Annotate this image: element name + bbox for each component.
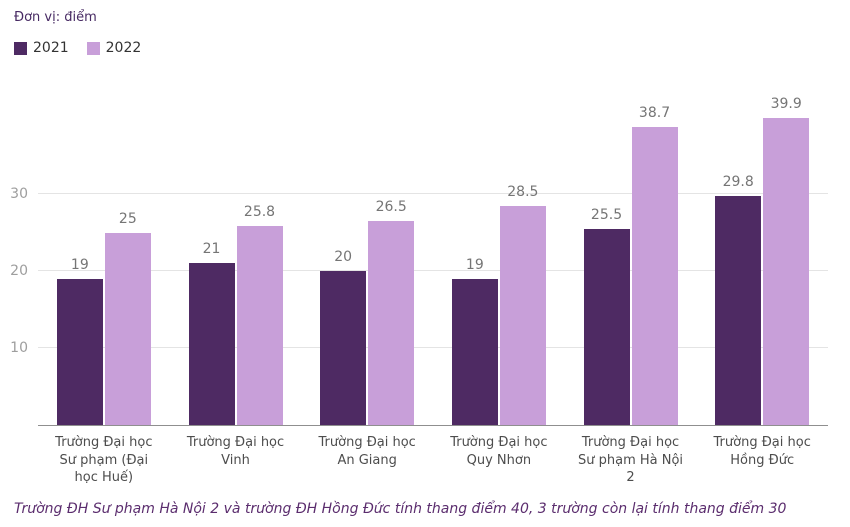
bar-group: 29.8 39.9 bbox=[696, 85, 828, 425]
gridline bbox=[38, 270, 828, 271]
bar-group: 20 26.5 bbox=[301, 85, 433, 425]
gridline bbox=[38, 347, 828, 348]
legend: 2021 2022 bbox=[14, 40, 141, 56]
bar-group: 19 25 bbox=[38, 85, 170, 425]
bar-value-label: 20 bbox=[334, 249, 353, 265]
y-axis-tick: 20 bbox=[10, 263, 28, 279]
unit-label: Đơn vị: điểm bbox=[14, 10, 97, 25]
bar-value-label: 29.8 bbox=[722, 173, 754, 190]
bar-value-label: 19 bbox=[465, 256, 484, 273]
bar-2022: 39.9 bbox=[763, 96, 810, 425]
legend-label: 2022 bbox=[105, 40, 142, 56]
bar-group: 21 25.8 bbox=[170, 85, 302, 425]
legend-item-2022: 2022 bbox=[86, 40, 142, 56]
x-axis-label: Trường Đại học Quy Nhơn bbox=[450, 435, 548, 468]
bar-group: 25.5 38.7 bbox=[565, 85, 697, 425]
plot-area: 10 20 30 19 25 21 25.8 20 26.5 19 28.5 25.5 38.7 29.8… bbox=[10, 85, 828, 426]
y-axis-tick: 10 bbox=[10, 340, 28, 356]
bar-groups: 19 25 21 25.8 20 26.5 19 28.5 25.5 38.7 29.8 39.9 bbox=[38, 85, 828, 425]
bar-value-label: 26.5 bbox=[375, 198, 407, 215]
bar-value-label: 21 bbox=[202, 241, 221, 258]
bar-2022: 26.5 bbox=[368, 199, 415, 425]
bar-value-label: 28.5 bbox=[507, 183, 539, 200]
bar-2021: 21 bbox=[188, 241, 235, 425]
x-axis-labels: Trường Đại học Sư phạm (Đại học Huế) Trườ… bbox=[38, 426, 828, 487]
bar-2021: 25.5 bbox=[583, 207, 630, 425]
x-axis-label: Trường Đại học Sư phạm (Đại học Huế) bbox=[55, 435, 153, 486]
y-axis-tick: 30 bbox=[10, 186, 28, 202]
bar-value-label: 19 bbox=[70, 256, 89, 273]
bar-2022: 25.8 bbox=[236, 204, 283, 425]
x-axis-label: Trường Đại học An Giang bbox=[318, 435, 416, 468]
x-axis-label: Trường Đại học Vinh bbox=[186, 435, 285, 468]
bar-2022: 38.7 bbox=[631, 105, 678, 425]
legend-swatch bbox=[14, 41, 27, 55]
legend-label: 2021 bbox=[33, 40, 69, 56]
x-axis-label: Trường Đại học Sư phạm Hà Nội 2 bbox=[578, 435, 684, 486]
footnote: Trường ĐH Sư phạm Hà Nội 2 và trường ĐH … bbox=[14, 501, 787, 517]
bar-2021: 20 bbox=[320, 249, 367, 425]
bar-2021: 19 bbox=[56, 257, 103, 425]
x-axis-label: Trường Đại học Hồng Đức bbox=[713, 435, 811, 468]
legend-swatch bbox=[86, 41, 100, 55]
bar-chart: 10 20 30 19 25 21 25.8 20 26.5 19 28.5 25.5 38.7 29.8… bbox=[10, 85, 828, 487]
bar-2022: 28.5 bbox=[499, 184, 546, 425]
bar-group: 19 28.5 bbox=[433, 85, 565, 425]
legend-item-2021: 2021 bbox=[14, 40, 69, 56]
bar-value-label: 25 bbox=[118, 210, 137, 227]
bar-2021: 29.8 bbox=[715, 174, 762, 425]
bar-2022: 25 bbox=[104, 211, 151, 425]
bar-2021: 19 bbox=[451, 257, 498, 425]
bar-value-label: 38.7 bbox=[638, 105, 671, 122]
gridline bbox=[38, 193, 828, 194]
bar-value-label: 25.5 bbox=[590, 206, 623, 223]
bar-value-label: 39.9 bbox=[770, 95, 802, 112]
bar-value-label: 25.8 bbox=[243, 204, 276, 221]
